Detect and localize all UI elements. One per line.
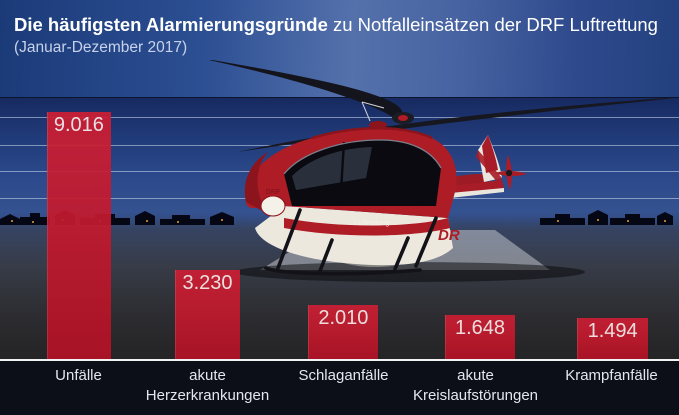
svg-text:DRF: DRF <box>266 189 281 196</box>
svg-text:DR: DR <box>438 227 460 244</box>
svg-text:Luftrettung: Luftrettung <box>354 218 391 227</box>
